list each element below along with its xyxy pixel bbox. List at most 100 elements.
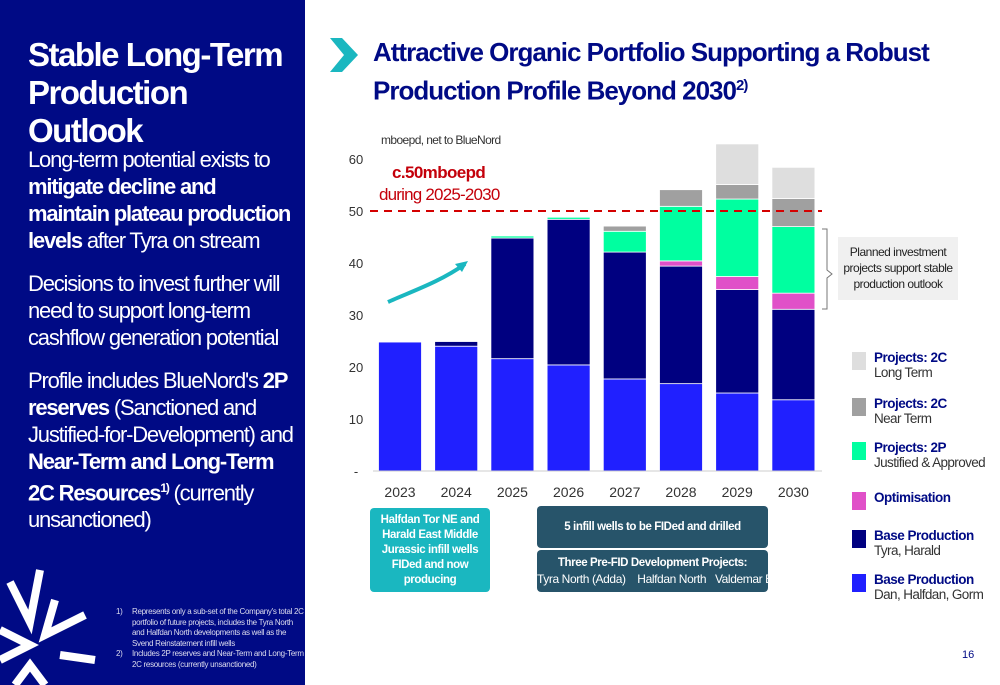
y-tick-label: 50 [349, 204, 363, 219]
x-tick-label: 2029 [722, 484, 753, 500]
bar-segment [602, 251, 647, 380]
bar-segment [771, 166, 816, 199]
x-tick-label: 2028 [665, 484, 696, 500]
bar-segment [434, 345, 479, 472]
bar-segment [659, 383, 703, 472]
legend-swatch [852, 398, 866, 416]
bar-segment [490, 358, 535, 472]
legend-sublabel: Tyra, Harald [874, 543, 941, 558]
growth-arrow-icon [387, 262, 467, 304]
legend-swatch [852, 442, 866, 460]
callout-box: Planned investment projects support stab… [838, 237, 958, 300]
footnote-number: 1) [116, 607, 123, 616]
legend-swatch [852, 352, 866, 370]
footnote-text: Represents only a sub-set of the Company… [132, 607, 304, 648]
title-footnote-ref: 2) [735, 77, 748, 94]
bar-segment [715, 276, 760, 290]
legend-label: Optimisation [874, 490, 951, 505]
y-tick-label: 20 [349, 360, 363, 375]
bar-segment [771, 292, 816, 310]
bar-segment [715, 289, 760, 394]
bar-segment [771, 308, 816, 401]
pre-fid-box: Three Pre-FID Development Projects: Tyra … [537, 550, 812, 592]
bar-segment [771, 198, 816, 228]
bar-segment [715, 143, 760, 185]
text: Long-term potential exists to [28, 147, 271, 172]
legend-sublabel: Dan, Halfdan, Gorm [874, 587, 984, 602]
text: (currently unsanctioned) [28, 480, 254, 533]
footnote: 2) Includes 2P reserves and Near-Term and… [116, 649, 306, 670]
x-tick-label: 2027 [609, 484, 640, 500]
chart-title: Attractive Organic Portfolio Supporting … [373, 36, 1000, 108]
pre-fid-projects: Tyra North (Adda) Halfdan North Valdemar… [537, 571, 812, 586]
y-tick-label: 30 [349, 308, 363, 323]
footnote-number: 2) [116, 649, 123, 658]
bar-segment [602, 230, 647, 253]
bar-segment [490, 237, 535, 360]
text: (Sanctioned and Justified-for-Developmen… [28, 395, 294, 447]
bracket [822, 228, 833, 310]
text-bold: 2P reserves [28, 368, 288, 420]
pre-fid-title: Three Pre-FID Development Projects: [557, 556, 748, 569]
legend-swatch [852, 492, 866, 510]
bar-segment [771, 399, 816, 472]
legend-label: Base Production [874, 528, 974, 543]
bar-segment [434, 341, 479, 347]
bar-segment [546, 364, 591, 472]
page-number: 16 [962, 649, 975, 661]
legend-item: Base Production Dan, Halfdan, Gorm [852, 572, 984, 602]
producing-wells-box: Halfdan Tor NE and Harald East Middle Ju… [370, 508, 490, 592]
legend-swatch [852, 530, 866, 548]
legend-swatch [852, 574, 866, 592]
plateau-value: c.50mboepd [392, 163, 486, 182]
legend-item: Optimisation [852, 490, 951, 510]
x-tick-label: 2025 [497, 484, 528, 500]
legend-item: Projects: 2P Justified & Approved [852, 440, 986, 470]
legend-label: Projects: 2C [874, 350, 947, 365]
x-tick-label: 2023 [384, 484, 415, 500]
y-tick-label: 40 [349, 256, 363, 271]
y-tick-label: 60 [349, 152, 363, 167]
bar-segment [659, 260, 703, 267]
bar-segment [602, 378, 647, 472]
text-bold: Near-Term and Long-Term 2C Resources [28, 449, 275, 506]
legend-sublabel: Near Term [874, 411, 932, 426]
footnotes: 1) Represents only a sub-set of the Compa… [116, 607, 306, 670]
y-tick-label: 10 [349, 412, 363, 427]
paragraph-2: Decisions to invest further will need to… [28, 271, 281, 350]
title-text: Attractive Organic Portfolio Supporting … [373, 37, 930, 106]
left-panel: Stable Long-Term Production Outlook Long-… [0, 0, 305, 685]
paragraph-3: Profile includes BlueNord's 2P reserves … [28, 367, 298, 533]
chevron-icon [330, 38, 358, 72]
infill-wells-box: 5 infill wells to be FIDed and drilled [537, 506, 768, 548]
bar-segment [490, 235, 535, 239]
paragraph-1: Long-term potential exists to mitigate d… [28, 146, 298, 254]
bar-segment [602, 225, 647, 232]
legend-label: Projects: 2P [874, 440, 947, 455]
text: after Tyra on stream [81, 228, 261, 253]
footnote: 1) Represents only a sub-set of the Compa… [116, 607, 306, 649]
footnote-text: Includes 2P reserves and Near-Term and L… [132, 649, 304, 669]
legend-sublabel: Long Term [874, 365, 933, 380]
bar-segment [546, 216, 591, 220]
text-bold: mitigate decline and maintain plateau pr… [28, 174, 291, 253]
legend-label: Projects: 2C [874, 396, 947, 411]
bar-segment [659, 205, 703, 262]
x-tick-label: 2030 [778, 484, 809, 500]
bar-segment [715, 392, 760, 472]
title-line: Stable Long-Term [28, 36, 284, 73]
bar-segment [715, 184, 760, 200]
x-tick-label: 2026 [553, 484, 584, 500]
y-axis-label: mboepd, net to BlueNord [381, 133, 501, 147]
title-line: Production Outlook [28, 74, 189, 149]
bluenord-logo-icon [0, 569, 96, 685]
bar-segment [659, 189, 703, 207]
legend-label: Base Production [874, 572, 974, 587]
legend-item: Projects: 2C Near Term [852, 396, 947, 426]
legend-item: Base Production Tyra, Harald [852, 528, 974, 558]
x-tick-label: 2024 [441, 484, 472, 500]
y-tick-label: - [354, 464, 358, 479]
text: Profile includes BlueNord's [28, 368, 263, 393]
footnote-ref: 1) [160, 481, 170, 495]
